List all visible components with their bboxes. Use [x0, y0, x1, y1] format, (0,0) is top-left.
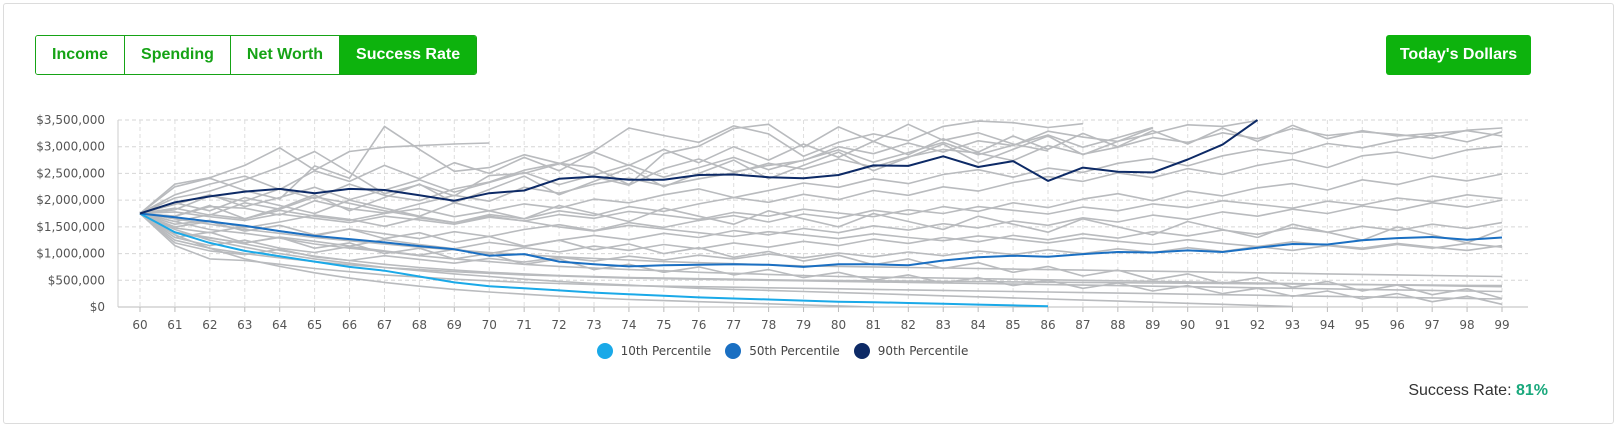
x-tick-label: 96: [1390, 318, 1405, 332]
x-tick-label: 80: [831, 318, 846, 332]
simulation-line: [139, 196, 1503, 252]
simulation-line: [139, 123, 1049, 215]
legend-item-50th[interactable]: 50th Percentile: [725, 343, 840, 359]
x-tick-label: 76: [691, 318, 706, 332]
x-tick-label: 63: [237, 318, 252, 332]
y-tick-label: $3,500,000: [36, 113, 105, 127]
simulation-line: [139, 212, 1503, 300]
x-tick-label: 82: [901, 318, 916, 332]
x-tick-label: 71: [517, 318, 532, 332]
x-tick-label: 70: [482, 318, 497, 332]
x-tick-label: 66: [342, 318, 357, 332]
tab-income[interactable]: Income: [36, 36, 126, 74]
x-tick-label: 98: [1459, 318, 1474, 332]
simulation-line: [139, 212, 1503, 264]
todays-dollars-button[interactable]: Today's Dollars: [1386, 35, 1531, 75]
simulation-line: [139, 145, 1503, 229]
x-tick-label: 72: [551, 318, 566, 332]
x-tick-label: 92: [1250, 318, 1265, 332]
x-tick-label: 73: [586, 318, 601, 332]
legend-item-90th[interactable]: 90th Percentile: [853, 343, 969, 359]
x-tick-label: 91: [1215, 318, 1230, 332]
simulation-lines: [139, 119, 1503, 308]
x-tick-label: 93: [1285, 318, 1300, 332]
percentile-50-line: [139, 212, 1503, 268]
x-tick-label: 78: [761, 318, 776, 332]
x-tick-label: 69: [447, 318, 462, 332]
y-tick-label: $500,000: [48, 273, 105, 287]
x-tick-label: 67: [377, 318, 392, 332]
x-tick-label: 85: [1005, 318, 1020, 332]
legend-label-90th: 90th Percentile: [877, 344, 969, 358]
chart-view-tabs: Income Spending Net Worth Success Rate: [35, 35, 478, 75]
x-tick-label: 95: [1355, 318, 1370, 332]
simulation-line: [139, 131, 1503, 223]
x-tick-label: 86: [1040, 318, 1055, 332]
simulation-line: [139, 124, 1503, 215]
percentile-90-line: [139, 119, 1259, 215]
x-tick-label: 87: [1075, 318, 1090, 332]
y-tick-label: $2,000,000: [36, 193, 105, 207]
simulation-line: [139, 194, 1503, 225]
success-rate-value: 81%: [1515, 382, 1548, 399]
legend-dot-90th: [853, 343, 870, 359]
simulation-line: [139, 120, 1083, 215]
x-tick-label: 74: [621, 318, 636, 332]
x-tick-label: 97: [1425, 318, 1440, 332]
x-tick-label: 94: [1320, 318, 1335, 332]
y-tick-label: $2,500,000: [36, 166, 105, 180]
simulation-line: [139, 212, 1503, 300]
legend-dot-10th: [596, 343, 613, 359]
simulation-line: [139, 119, 1258, 215]
simulation-line: [139, 126, 1154, 215]
x-tick-label: 62: [202, 318, 217, 332]
x-tick-label: 77: [726, 318, 741, 332]
legend-dot-50th: [725, 343, 742, 359]
success-rate-readout: Success Rate: 81%: [1408, 382, 1548, 400]
simulation-line: [139, 212, 874, 308]
x-tick-label: 90: [1180, 318, 1195, 332]
x-tick-label: 99: [1494, 318, 1509, 332]
percentile-lines: [139, 119, 1503, 308]
legend-item-10th[interactable]: 10th Percentile: [596, 343, 712, 359]
success-rate-label: Success Rate:: [1408, 382, 1512, 399]
x-tick-label: 83: [936, 318, 951, 332]
simulation-line: [139, 212, 1503, 293]
axes: $0 $500,000 $1,000,000 $1,500,000 $2,000,000…: [36, 113, 1528, 332]
x-tick-label: 79: [796, 318, 811, 332]
x-tick-label: 64: [272, 318, 287, 332]
y-tick-label: $3,000,000: [36, 140, 105, 154]
y-tick-label: $1,500,000: [36, 220, 105, 234]
x-tick-label: 68: [412, 318, 427, 332]
chart-legend: 10th Percentile 50th Percentile 90th Per…: [0, 343, 1565, 359]
x-tick-label: 60: [132, 318, 147, 332]
x-tick-label: 89: [1145, 318, 1160, 332]
y-tick-label: $0: [90, 300, 105, 314]
y-tick-label: $1,000,000: [36, 247, 105, 261]
x-tick-label: 65: [307, 318, 322, 332]
simulation-line: [139, 173, 1503, 240]
legend-label-10th: 10th Percentile: [620, 344, 712, 358]
x-tick-label: 88: [1110, 318, 1125, 332]
x-tick-label: 81: [866, 318, 881, 332]
legend-label-50th: 50th Percentile: [749, 344, 840, 358]
tab-success-rate[interactable]: Success Rate: [340, 36, 477, 74]
simulation-line: [139, 212, 1293, 308]
tab-spending[interactable]: Spending: [125, 36, 231, 74]
x-tick-label: 75: [656, 318, 671, 332]
tab-net-worth[interactable]: Net Worth: [230, 36, 341, 74]
x-tick-label: 61: [167, 318, 182, 332]
percentile-10-line: [139, 212, 1049, 308]
simulation-line: [139, 212, 1503, 306]
simulation-line: [139, 127, 1154, 220]
x-tick-label: 84: [971, 318, 986, 332]
